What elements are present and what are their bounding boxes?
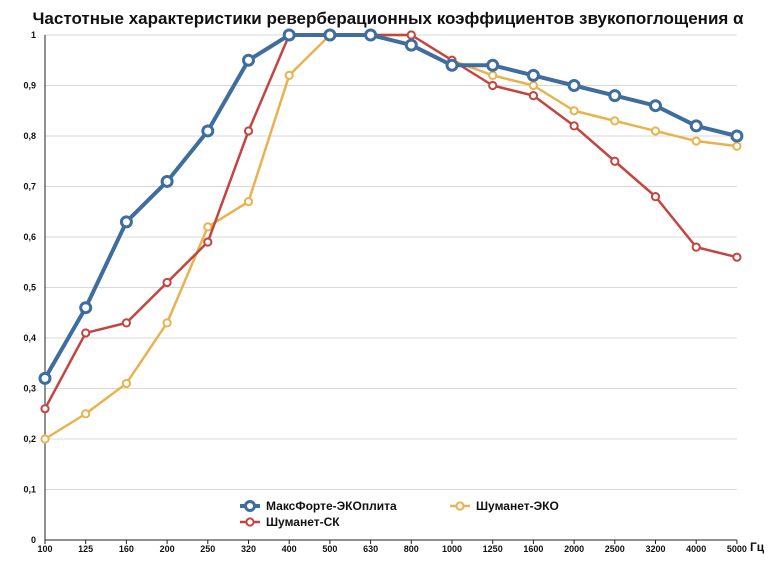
data-point xyxy=(162,318,172,328)
data-point xyxy=(40,434,50,444)
y-tick-label: 0,9 xyxy=(23,81,36,91)
data-point xyxy=(243,126,254,136)
data-point xyxy=(38,371,52,385)
legend-marker xyxy=(455,501,465,511)
data-point xyxy=(691,136,701,146)
legend-marker xyxy=(245,517,255,527)
data-point xyxy=(121,378,132,389)
series-line xyxy=(43,33,738,410)
y-tick-label: 0,7 xyxy=(23,182,36,192)
data-point xyxy=(567,79,581,92)
data-point xyxy=(650,192,661,202)
y-tick-labels: 0 0,1 0,2 0,3 0,4 0,5 0,6 0,7 0,8 0,9 1 xyxy=(23,30,36,545)
x-tick-label: 1000 xyxy=(442,544,462,554)
legend-label: Шуманет-СК xyxy=(266,515,340,529)
y-tick-label: 0,1 xyxy=(23,485,36,495)
x-tick-label: 1250 xyxy=(483,544,503,554)
legend-label: МаксФорте-ЭКОплита xyxy=(266,499,397,513)
data-point xyxy=(528,91,539,101)
legend-marker xyxy=(244,500,256,512)
data-point xyxy=(81,328,91,338)
data-point xyxy=(650,126,661,136)
x-tick-label: 4000 xyxy=(686,544,706,554)
data-point xyxy=(364,28,378,42)
x-tick-labels: 100 125 160 200 250 320 400 500 630 800 1000 1250 16… xyxy=(37,544,746,554)
data-point xyxy=(569,106,579,116)
series-lines xyxy=(38,28,744,444)
data-point xyxy=(119,215,133,229)
data-point xyxy=(162,277,172,288)
y-tick-label: 0,8 xyxy=(23,131,36,141)
axes xyxy=(44,35,738,544)
y-tick-label: 0,2 xyxy=(23,434,36,444)
y-tick-label: 0 xyxy=(31,535,36,545)
data-point xyxy=(732,252,742,262)
data-point xyxy=(79,301,93,315)
y-tick-label: 0,6 xyxy=(23,232,36,242)
x-tick-label: 160 xyxy=(119,544,134,554)
data-point xyxy=(203,222,213,232)
data-point xyxy=(730,129,744,143)
data-point xyxy=(40,404,50,414)
legend-label: Шуманет-ЭКО xyxy=(476,499,559,513)
data-point xyxy=(691,242,701,252)
data-point xyxy=(201,124,215,138)
data-point xyxy=(406,30,416,40)
grid-lines xyxy=(45,34,737,490)
data-point xyxy=(242,53,255,67)
data-point xyxy=(323,28,337,42)
y-tick-label: 0,3 xyxy=(23,384,36,394)
data-point xyxy=(526,68,540,82)
data-point xyxy=(528,80,539,91)
data-point xyxy=(569,121,579,131)
x-tick-label: 500 xyxy=(322,544,337,554)
x-tick-label: 1600 xyxy=(523,544,543,554)
series-line xyxy=(43,33,738,380)
data-point xyxy=(160,174,174,188)
x-tick-label: 2500 xyxy=(605,544,625,554)
data-point xyxy=(610,116,620,126)
x-tick-label: 200 xyxy=(160,544,175,554)
x-axis-unit: Гц xyxy=(750,540,765,554)
x-tick-label: 100 xyxy=(37,544,52,554)
x-tick-label: 2000 xyxy=(564,544,584,554)
data-point xyxy=(282,28,296,42)
data-point xyxy=(445,58,459,72)
legend: МаксФорте-ЭКОплита Шуманет-СК Шуманет-ЭКО xyxy=(240,499,559,529)
x-tick-label: 800 xyxy=(404,544,419,554)
data-point xyxy=(284,70,294,81)
data-point xyxy=(610,156,620,166)
x-tick-label: 5000 xyxy=(727,544,747,554)
x-tick-label: 3200 xyxy=(645,544,665,554)
chart-title: Частотные характеристики реверберационны… xyxy=(32,9,744,28)
data-point xyxy=(608,89,622,103)
y-tick-label: 0,4 xyxy=(23,333,36,343)
x-tick-label: 250 xyxy=(200,544,215,554)
data-point xyxy=(488,80,498,91)
x-tick-label: 320 xyxy=(241,544,256,554)
y-tick-label: 0,5 xyxy=(23,283,36,293)
x-tick-label: 400 xyxy=(282,544,297,554)
x-tick-label: 630 xyxy=(363,544,378,554)
data-point xyxy=(404,38,418,52)
data-point xyxy=(732,141,742,151)
data-point xyxy=(486,58,500,72)
data-point xyxy=(81,409,91,419)
x-tick-label: 125 xyxy=(78,544,93,554)
data-point xyxy=(203,237,213,247)
y-tick-label: 1 xyxy=(31,30,36,40)
data-point xyxy=(488,70,498,81)
data-point xyxy=(689,119,703,133)
data-point xyxy=(121,318,132,328)
data-point xyxy=(649,99,662,113)
data-point xyxy=(243,197,254,207)
